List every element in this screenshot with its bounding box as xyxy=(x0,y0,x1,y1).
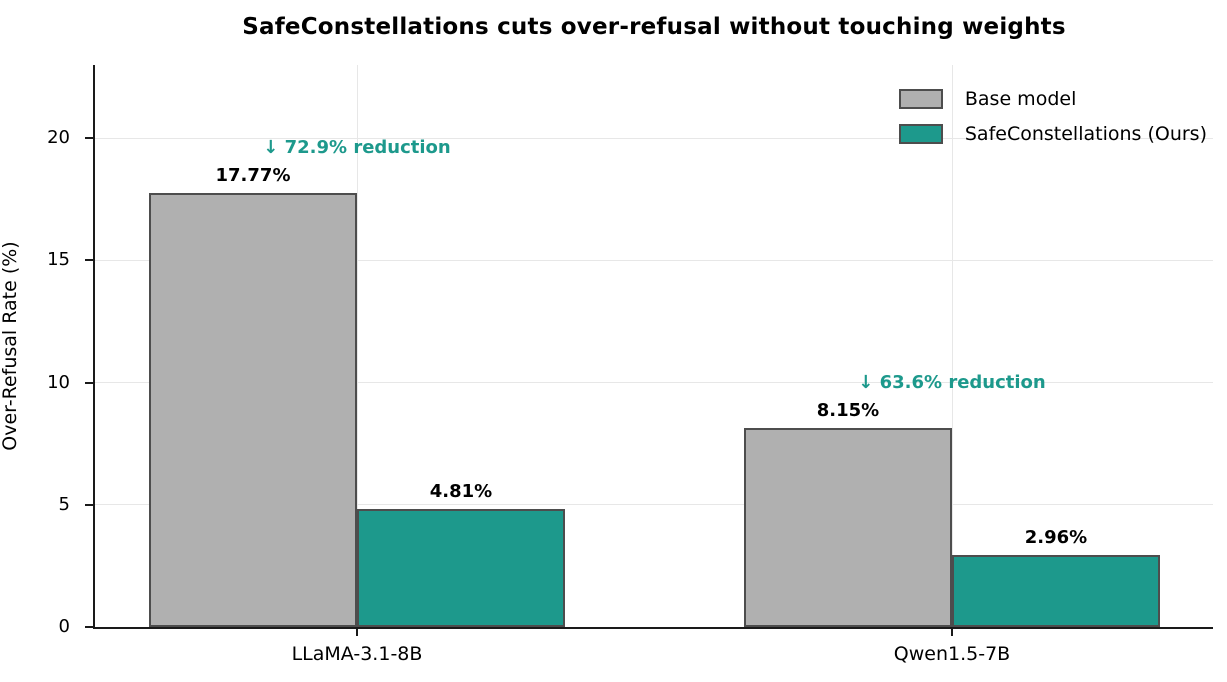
legend-swatch-safeconstellations xyxy=(898,124,943,144)
y-tick-label-0: 0 xyxy=(58,616,70,637)
reduction-annotation-1: ↓ 63.6% reduction xyxy=(858,371,1046,393)
bar-base-1 xyxy=(744,427,952,627)
gridline-v-0 xyxy=(356,65,358,627)
bar-base-0 xyxy=(149,192,357,627)
y-axis-label: Over-Refusal Rate (%) xyxy=(0,241,21,451)
legend-label-base-model: Base model xyxy=(964,88,1077,110)
y-tick-0 xyxy=(85,626,93,628)
gridline-h-15 xyxy=(95,259,1213,261)
y-tick-5 xyxy=(85,503,93,506)
plot-area: 0 5 10 15 20 17.77% 8.15% 4.81% 2.96% ↓ 72.9% red… xyxy=(47,65,1213,665)
x-tick-1 xyxy=(951,627,953,636)
legend-label-safeconstellations: SafeConstellations (Ours) xyxy=(964,123,1207,145)
y-tick-15 xyxy=(85,259,93,262)
y-tick-label-15: 15 xyxy=(47,249,70,271)
y-tick-label-10: 10 xyxy=(47,371,70,393)
x-tick-0 xyxy=(356,627,358,636)
x-tick-label-0: LLaMA-3.1-8B xyxy=(291,643,423,665)
reduction-annotation-0: ↓ 72.9% reduction xyxy=(263,136,451,158)
gridline-h-10 xyxy=(95,382,1213,384)
value-label-base-0: 17.77% xyxy=(215,164,291,186)
gridline-h-20 xyxy=(95,137,1213,139)
legend: Base model SafeConstellations (Ours) xyxy=(898,88,1207,145)
y-tick-label-5: 5 xyxy=(58,493,70,515)
y-axis-spine xyxy=(93,65,95,629)
value-label-base-1: 8.15% xyxy=(816,399,880,421)
x-axis-spine xyxy=(93,627,1213,629)
bar-ours-1 xyxy=(952,554,1160,627)
value-label-ours-1: 2.96% xyxy=(1024,526,1088,548)
value-label-ours-0: 4.81% xyxy=(429,481,493,503)
gridline-v-1 xyxy=(951,65,953,627)
y-tick-20 xyxy=(85,137,93,140)
legend-item-base-model: Base model xyxy=(898,88,1207,110)
y-tick-10 xyxy=(85,381,93,384)
legend-item-safeconstellations: SafeConstellations (Ours) xyxy=(898,123,1207,145)
legend-swatch-base-model xyxy=(898,89,943,109)
chart-title: SafeConstellations cuts over-refusal wit… xyxy=(242,14,1066,40)
gridline-h-5 xyxy=(95,504,1213,506)
x-tick-label-1: Qwen1.5-7B xyxy=(893,643,1011,665)
bar-ours-0 xyxy=(357,509,565,627)
y-tick-label-20: 20 xyxy=(47,127,70,149)
